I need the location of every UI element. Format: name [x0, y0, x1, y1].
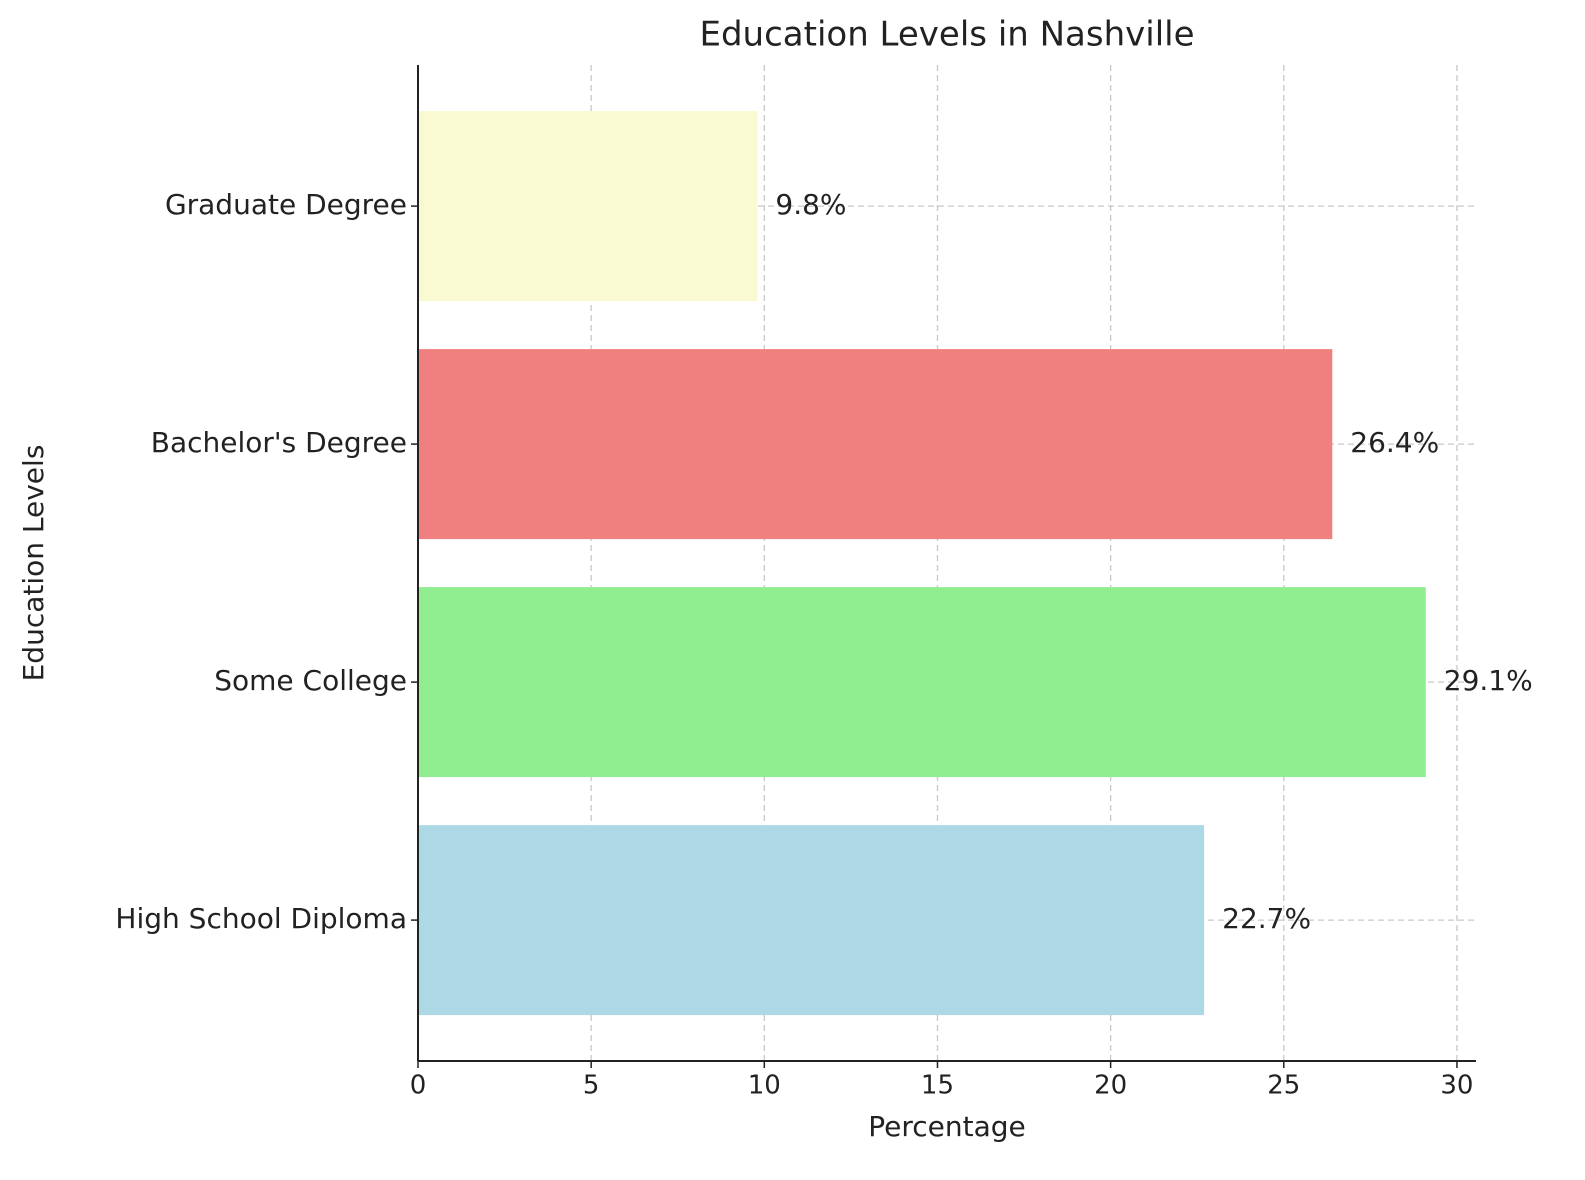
y-tick-label: High School Diploma	[115, 902, 407, 935]
value-label: 22.7%	[1222, 902, 1311, 935]
bar	[418, 587, 1426, 778]
y-tick-label: Some College	[214, 664, 407, 697]
x-tick-label: 30	[1440, 1071, 1473, 1101]
bar	[418, 349, 1333, 540]
x-tick-label: 5	[583, 1071, 600, 1101]
x-tick-label: 20	[1094, 1071, 1127, 1101]
y-tick-label: Bachelor's Degree	[151, 426, 407, 459]
bar	[418, 825, 1205, 1016]
y-tick-label: Graduate Degree	[165, 188, 407, 221]
value-label: 26.4%	[1350, 426, 1439, 459]
y-axis-label: Education Levels	[17, 445, 50, 682]
value-label: 29.1%	[1444, 664, 1533, 697]
x-axis-label: Percentage	[868, 1110, 1026, 1143]
x-tick-label: 10	[748, 1071, 781, 1101]
x-tick-label: 0	[410, 1071, 427, 1101]
x-tick-label: 15	[921, 1071, 954, 1101]
chart-title: Education Levels in Nashville	[699, 15, 1194, 55]
x-tick-label: 25	[1267, 1071, 1300, 1101]
bar	[418, 111, 758, 302]
value-label: 9.8%	[775, 188, 846, 221]
